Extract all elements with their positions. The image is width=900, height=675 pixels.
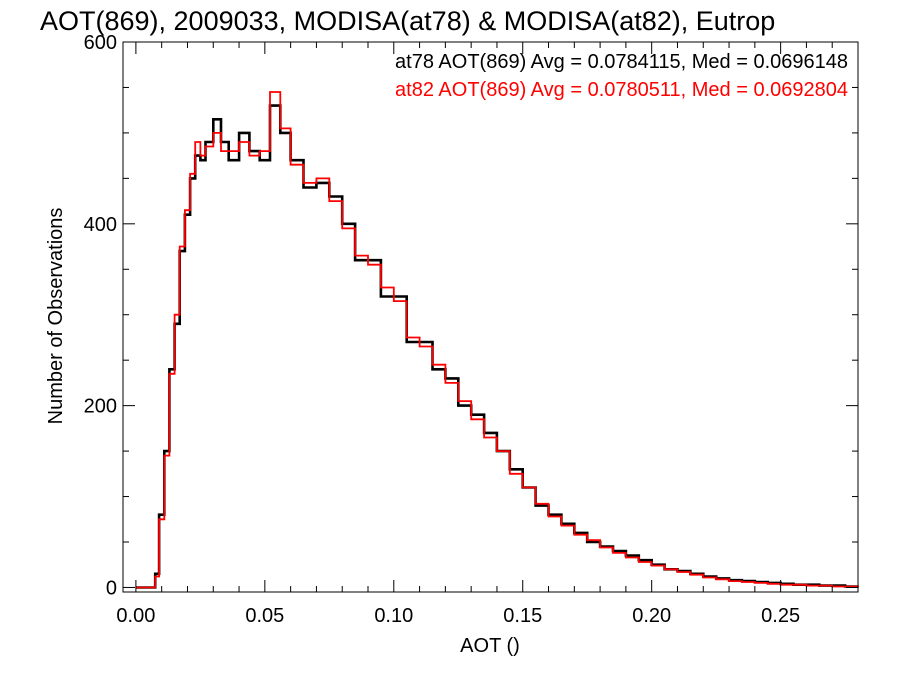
x-axis-label: AOT () [460,635,520,657]
x-axis-ticks: 0.00 0.05 0.10 0.15 0.20 0.25 [116,42,833,627]
y-tick-label: 400 [84,214,117,236]
y-tick-label: 0 [106,577,117,599]
plot-content [135,91,859,589]
y-tick-label: 600 [84,32,117,54]
plot-frame [122,41,859,593]
series-line-1 [135,91,859,589]
y-tick-label: 200 [84,396,117,418]
x-tick-label: 0.25 [761,605,800,627]
y-axis-label: Number of Observations [45,208,67,425]
x-tick-label: 0.05 [245,605,284,627]
annotation-at82: at82 AOT(869) Avg = 0.0780511, Med = 0.0… [395,79,848,101]
y-axis-ticks: 0 200 400 600 [84,32,858,599]
x-tick-label: 0.00 [116,605,155,627]
x-tick-label: 0.20 [632,605,671,627]
x-tick-label: 0.15 [503,605,542,627]
chart-title: AOT(869), 2009033, MODISA(at78) & MODISA… [40,6,775,36]
series-line-0 [135,104,858,589]
annotation-at78: at78 AOT(869) Avg = 0.0784115, Med = 0.0… [395,51,848,73]
x-tick-label: 0.10 [374,605,413,627]
